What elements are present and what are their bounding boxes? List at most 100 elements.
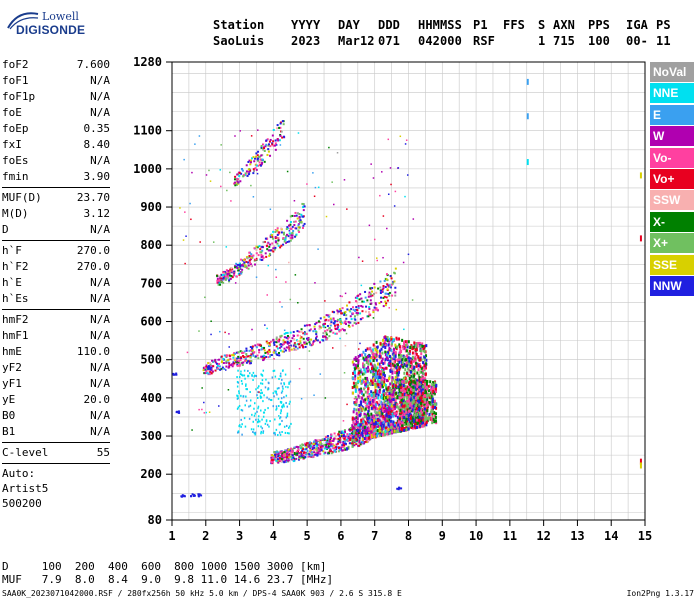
echo-point (205, 411, 208, 414)
echo-point (417, 399, 420, 403)
param-value: 3.12 (83, 207, 111, 220)
echo-point (410, 374, 413, 378)
echo-point (395, 391, 398, 395)
echo-point (422, 394, 425, 398)
echo-point (414, 426, 417, 430)
echo-point (262, 256, 265, 259)
echo-point (251, 157, 254, 160)
echo-point (391, 376, 394, 380)
echo-point (432, 389, 435, 393)
echo-point (390, 338, 393, 342)
legend-item-vo-: Vo+ (650, 168, 694, 189)
echo-point (288, 349, 291, 352)
echo-point (244, 264, 247, 267)
echo-point (273, 358, 275, 360)
echo-point (352, 391, 355, 395)
echo-point (252, 430, 254, 433)
echo-point (401, 345, 404, 349)
echo-point (221, 366, 224, 369)
echo-point (388, 348, 391, 352)
echo-point (368, 401, 371, 405)
echo-point (344, 311, 347, 314)
echo-point (388, 284, 391, 287)
param-divider (2, 187, 110, 188)
echo-point (400, 393, 403, 397)
echo-point (263, 160, 266, 163)
echo-point (365, 356, 368, 360)
echo-point (363, 437, 366, 441)
echo-point (230, 267, 233, 270)
echo-point (253, 247, 256, 250)
echo-point (316, 449, 319, 452)
y-tick-label: 500 (140, 353, 162, 367)
echo-point (326, 435, 329, 438)
echo-point (388, 408, 391, 412)
echo-point (419, 385, 422, 389)
echo-point (348, 442, 351, 445)
echo-point (402, 379, 405, 383)
echo-point (363, 363, 366, 367)
echo-point (281, 120, 284, 123)
echo-point (258, 385, 260, 388)
echo-point (344, 435, 347, 438)
echo-point (372, 399, 375, 403)
echo-point (388, 294, 391, 297)
echo-point (298, 455, 301, 458)
echo-point (194, 143, 196, 145)
echo-point (425, 358, 428, 362)
echo-point (415, 342, 418, 346)
echo-point (419, 401, 422, 405)
echo-point (237, 406, 240, 409)
y-tick-label: 800 (140, 238, 162, 252)
echo-point (256, 354, 259, 357)
echo-point (353, 317, 356, 320)
echo-point (198, 135, 201, 137)
echo-point (372, 343, 375, 347)
echo-point (390, 409, 393, 413)
echo-point (352, 308, 355, 311)
echo-point (261, 357, 264, 360)
echo-point (294, 274, 297, 276)
echo-point (291, 456, 294, 459)
echo-point (375, 418, 378, 421)
echo-point (279, 335, 282, 338)
echo-point (417, 373, 420, 377)
echo-point (261, 373, 263, 376)
echo-point (173, 373, 176, 376)
echo-point (367, 421, 370, 424)
echo-point (193, 494, 196, 497)
echo-point (229, 171, 231, 174)
echo-point (357, 423, 360, 427)
echo-point (406, 404, 409, 408)
echo-point (318, 327, 321, 330)
echo-point (287, 346, 290, 349)
echo-point (407, 394, 410, 398)
echo-point (411, 398, 414, 402)
echo-point (326, 443, 329, 446)
echo-point (246, 388, 248, 391)
echo-point (253, 375, 255, 378)
echo-point (380, 414, 383, 418)
echo-point (415, 364, 418, 368)
echo-point (278, 431, 281, 434)
echo-point (407, 374, 410, 378)
legend-item-nnw: NNW (650, 275, 694, 296)
echo-point (418, 383, 421, 387)
echo-point (384, 343, 387, 347)
echo-point (353, 397, 356, 400)
echo-point (241, 169, 244, 172)
echo-point (210, 372, 213, 375)
echo-point (236, 266, 239, 269)
echo-point (338, 435, 341, 438)
echo-point (313, 325, 316, 328)
echo-point (238, 363, 241, 366)
echo-point (427, 393, 430, 397)
echo-point (241, 423, 243, 426)
echo-point (424, 366, 427, 370)
echo-point (303, 222, 306, 225)
echo-point (241, 259, 244, 262)
echo-point (639, 462, 642, 469)
echo-point (288, 348, 291, 351)
echo-point (274, 148, 277, 151)
echo-point (360, 353, 363, 357)
